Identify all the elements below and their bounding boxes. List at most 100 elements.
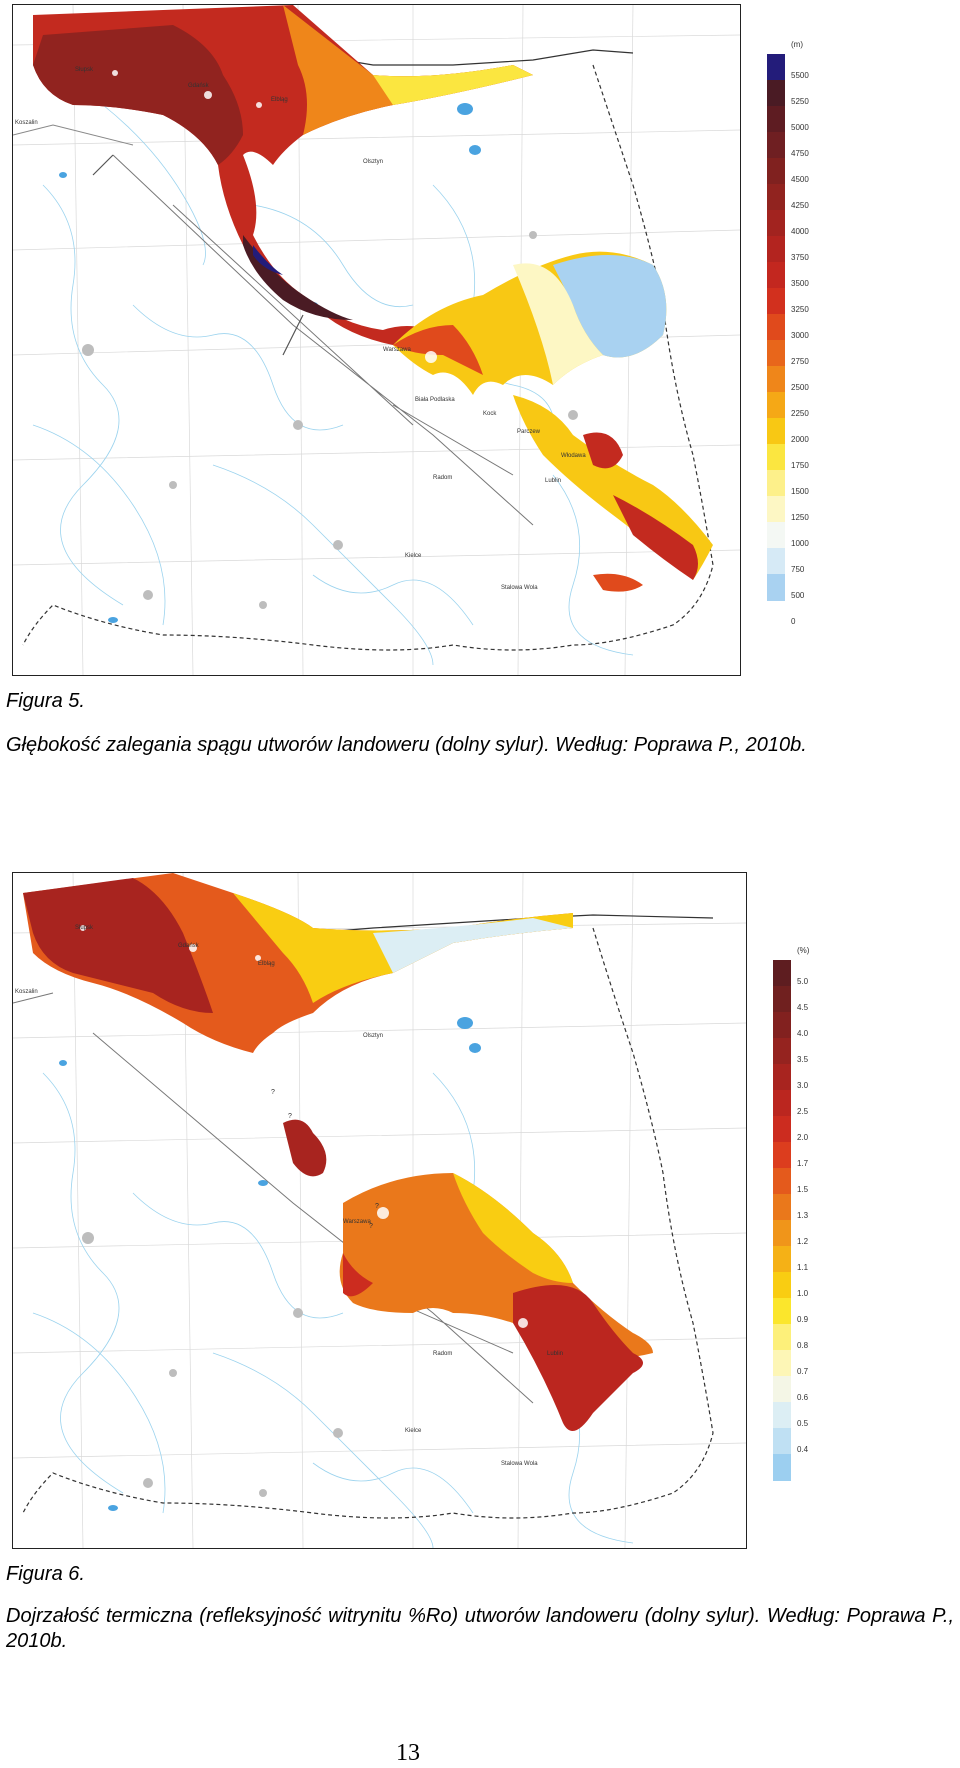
legend-swatch <box>773 1142 791 1169</box>
legend-swatch <box>767 496 785 523</box>
legend-tick-label: 750 <box>791 565 805 574</box>
figure6-label: Figura 6. <box>6 1563 85 1585</box>
legend-tick-label: 0.5 <box>797 1419 809 1428</box>
legend-tick-label: 4.5 <box>797 1003 809 1012</box>
legend-swatch <box>767 392 785 419</box>
legend-unit: (m) <box>791 40 803 49</box>
legend-tick-label: 0.9 <box>797 1315 809 1324</box>
figure5-label: Figura 5. <box>6 690 85 712</box>
map-place-label: Kielce <box>405 1428 422 1434</box>
map-place-label: Biała Podlaska <box>415 397 455 403</box>
legend-tick-label: 1.1 <box>797 1263 809 1272</box>
map-place-label: Gdańsk <box>178 943 199 949</box>
legend-swatch <box>767 366 785 393</box>
legend-swatch <box>767 210 785 237</box>
legend-swatch <box>767 184 785 211</box>
legend-tick-label: 1500 <box>791 487 809 496</box>
legend-swatch <box>773 1350 791 1377</box>
map-place-label: Olsztyn <box>363 159 384 165</box>
legend-swatch <box>773 1246 791 1273</box>
legend-swatch <box>773 1038 791 1065</box>
legend-tick-label: 1250 <box>791 513 809 522</box>
legend-tick-label: 0.7 <box>797 1367 809 1376</box>
legend-tick-label: 0 <box>791 617 796 626</box>
legend-tick-label: 2.5 <box>797 1107 809 1116</box>
legend-tick-label: 4.0 <box>797 1029 809 1038</box>
map-place-label: Elbląg <box>258 961 275 967</box>
map-question-mark: ? <box>369 1223 373 1230</box>
legend-swatch <box>767 574 785 601</box>
map-place-label: Parczew <box>517 429 541 435</box>
legend-unit: (%) <box>797 946 810 955</box>
map-place-label: Lublin <box>547 1351 564 1357</box>
legend-tick-label: 2250 <box>791 409 809 418</box>
legend-tick-label: 2000 <box>791 435 809 444</box>
map-place-label: Słupsk <box>75 925 94 931</box>
map-question-mark: ? <box>288 1113 292 1120</box>
legend-swatch <box>773 1428 791 1455</box>
legend-swatch <box>773 1220 791 1247</box>
legend-tick-label: 0.4 <box>797 1445 809 1454</box>
legend-swatch <box>773 1272 791 1299</box>
map-place-label: Stalowa Wola <box>501 1461 538 1467</box>
legend-swatch <box>767 418 785 445</box>
map-place-label: Radom <box>433 1351 453 1357</box>
legend-swatch <box>767 288 785 315</box>
legend-swatch <box>773 1324 791 1351</box>
legend-swatch <box>767 236 785 263</box>
map-question-mark: ? <box>375 1203 379 1210</box>
legend-swatch <box>767 340 785 367</box>
legend-swatch <box>773 986 791 1013</box>
legend-swatch <box>767 522 785 549</box>
legend-swatch <box>773 1116 791 1143</box>
legend-tick-label: 5250 <box>791 97 809 106</box>
legend-tick-label: 4250 <box>791 201 809 210</box>
map-place-label: Lublin <box>545 478 562 484</box>
map-question-mark: ? <box>271 1089 275 1096</box>
legend-tick-label: 2750 <box>791 357 809 366</box>
legend-tick-label: 3500 <box>791 279 809 288</box>
legend-swatch <box>773 1012 791 1039</box>
figure6-caption: Dojrzałość termiczna (refleksyjność witr… <box>6 1605 954 1652</box>
page-number: 13 <box>396 1740 420 1766</box>
map-place-label: Olsztyn <box>363 1033 384 1039</box>
legend-tick-label: 1750 <box>791 461 809 470</box>
legend-tick-label: 2.0 <box>797 1133 809 1142</box>
map-place-label: Gdańsk <box>188 83 209 89</box>
map-place-label: Słupsk <box>75 67 94 73</box>
legend-tick-label: 3000 <box>791 331 809 340</box>
legend-swatch <box>767 158 785 185</box>
figure5-map-graphic <box>13 5 740 675</box>
legend-swatch <box>767 470 785 497</box>
legend-tick-label: 500 <box>791 591 805 600</box>
legend-swatch <box>773 1168 791 1195</box>
legend-swatch <box>767 314 785 341</box>
legend-tick-label: 4000 <box>791 227 809 236</box>
legend-swatch <box>767 444 785 471</box>
figure5-caption: Głębokość zalegania spągu utworów landow… <box>6 734 807 756</box>
legend-tick-label: 2500 <box>791 383 809 392</box>
map-place-label: Kock <box>483 411 497 417</box>
legend-tick-label: 5000 <box>791 123 809 132</box>
legend-swatch <box>773 1194 791 1221</box>
legend-swatch <box>773 1402 791 1429</box>
legend-swatch <box>767 106 785 133</box>
legend-swatch <box>773 960 791 987</box>
legend-swatch <box>773 1064 791 1091</box>
legend-tick-label: 1000 <box>791 539 809 548</box>
map-place-label: Elbląg <box>271 97 288 103</box>
legend-tick-label: 0.6 <box>797 1393 809 1402</box>
legend-swatch <box>773 1376 791 1403</box>
legend-swatch <box>773 1298 791 1325</box>
legend-tick-label: 1.0 <box>797 1289 809 1298</box>
legend-swatch <box>767 132 785 159</box>
map-place-label: Włodawa <box>561 453 586 459</box>
legend-tick-label: 5.0 <box>797 977 809 986</box>
legend-swatch <box>767 80 785 107</box>
legend-tick-label: 1.3 <box>797 1211 809 1220</box>
legend-tick-label: 4750 <box>791 149 809 158</box>
map-place-label: Koszalin <box>15 120 38 126</box>
legend-tick-label: 4500 <box>791 175 809 184</box>
map-place-label: Warszawa <box>383 347 411 353</box>
legend-swatch <box>773 1454 791 1481</box>
